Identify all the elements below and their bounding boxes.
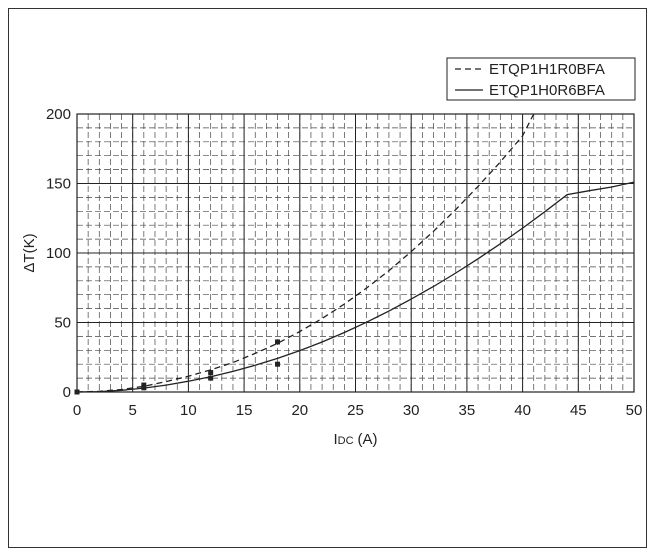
series-marker: [208, 375, 214, 381]
x-axis-label-unit: (A): [358, 431, 378, 448]
x-tick-label: 45: [570, 402, 587, 419]
series-marker: [141, 385, 147, 391]
y-tick-label: 100: [46, 245, 71, 262]
series-marker: [275, 361, 281, 367]
y-tick-label: 150: [46, 176, 71, 193]
x-axis-label: IDC (A): [333, 431, 377, 448]
x-tick-label: 0: [73, 402, 81, 419]
legend-box: [446, 57, 636, 101]
legend-label: ETQP1H0R6BFA: [489, 82, 605, 99]
x-tick-label: 20: [291, 402, 308, 419]
x-tick-label: 30: [403, 402, 420, 419]
series-marker: [141, 382, 147, 388]
plot-area: [76, 113, 635, 393]
x-tick-label: 10: [180, 402, 197, 419]
x-tick-label: 5: [129, 402, 137, 419]
x-axis-label-main: I: [333, 431, 337, 448]
series-line-solid: [76, 181, 635, 393]
series-marker: [208, 370, 214, 376]
series-marker: [74, 389, 80, 395]
x-axis-label-subscript: DC: [338, 435, 354, 447]
legend-label: ETQP1H1R0BFA: [489, 61, 605, 78]
series-marker: [275, 339, 281, 345]
legend: ETQP1H1R0BFA ETQP1H0R6BFA: [446, 57, 636, 101]
series-layer: [74, 113, 635, 395]
x-tick-label: 50: [626, 402, 643, 419]
y-axis: 0 50 100 150 200: [46, 106, 71, 401]
x-tick-label: 25: [347, 402, 364, 419]
y-tick-label: 0: [63, 384, 71, 401]
x-axis: 0 5 10 15 20 25 30 35 40 45 50: [73, 402, 643, 419]
x-tick-label: 35: [459, 402, 476, 419]
y-tick-label: 50: [54, 315, 71, 332]
x-tick-label: 40: [514, 402, 531, 419]
x-tick-label: 15: [236, 402, 253, 419]
y-tick-label: 200: [46, 106, 71, 123]
y-axis-label: ΔT(K): [21, 233, 38, 272]
